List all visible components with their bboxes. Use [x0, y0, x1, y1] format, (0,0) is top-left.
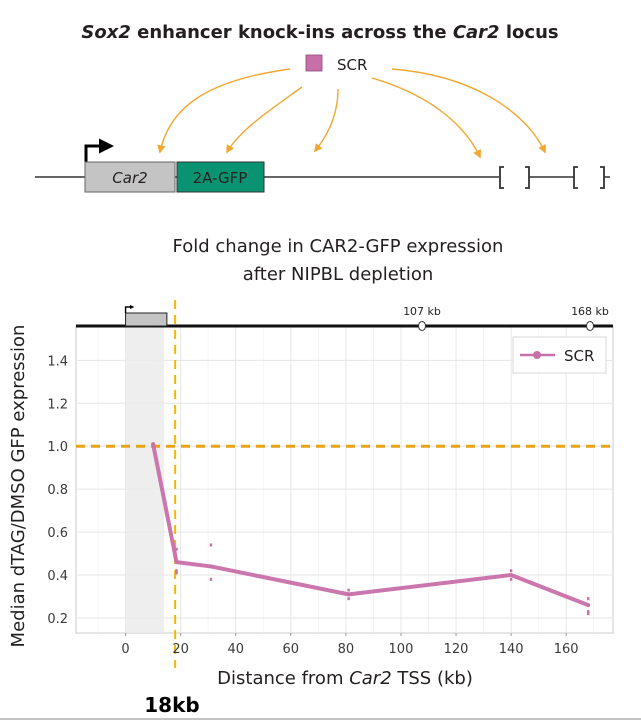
y-axis-label: Median dTAG/DMSO GFP expression [8, 325, 29, 648]
replicate-point [587, 612, 590, 616]
x-tick-label: 0 [121, 642, 129, 657]
car2-gene-label: Car2 [112, 169, 147, 187]
tss-shaded-band [125, 326, 165, 633]
bracket-open [499, 166, 504, 189]
insertion-arrow [391, 68, 546, 154]
data-point [175, 560, 179, 564]
title-part: locus [500, 22, 559, 43]
y-tick-label: 1.0 [47, 440, 68, 455]
chart-title: Fold change in CAR2-GFP expression [173, 236, 504, 257]
legend-label-scr: SCR [564, 347, 594, 365]
xlabel-part: TSS (kb) [392, 668, 473, 689]
x-tick-label: 40 [227, 642, 244, 657]
shaded-region [125, 326, 165, 633]
locus-gap [574, 165, 604, 189]
title-part: enhancer knock-ins across the [131, 22, 453, 43]
replicate-point [509, 569, 513, 573]
insertion-arrow [313, 88, 339, 153]
car2-gene-box [84, 161, 176, 193]
replicate-point [347, 588, 350, 592]
tss-arrow-icon [84, 138, 114, 162]
data-point [347, 592, 351, 596]
series-line-scr [151, 442, 591, 608]
replicate-point [175, 569, 178, 573]
replicate-points [175, 543, 590, 616]
gene-track-break-marker [418, 321, 426, 331]
y-tick-label: 1.4 [47, 354, 68, 369]
gene-track-marker-label: 168 kb [571, 305, 609, 318]
gene-track-break-marker [586, 321, 594, 331]
data-point [209, 564, 213, 568]
x-tick-label: 60 [283, 642, 300, 657]
chart-legend: SCR [512, 336, 607, 374]
scr-legend-label: SCR [337, 56, 367, 74]
gene-track: 107 kb 168 kb [76, 304, 613, 331]
scr-legend-swatch [305, 54, 323, 72]
y-tick-label: 0.2 [47, 612, 68, 627]
data-point [151, 442, 155, 446]
insertion-arrow [226, 86, 303, 154]
x-tick-label: 120 [444, 642, 469, 657]
replicate-point [175, 547, 178, 551]
y-tick-label: 0.6 [47, 526, 68, 541]
gfp-reporter-label: 2A-GFP [193, 169, 248, 187]
xlabel-part: Distance from [217, 668, 349, 689]
x-tick-label: 160 [554, 642, 579, 657]
replicate-point [209, 577, 213, 581]
x-axis-label: Distance from Car2 TSS (kb) [217, 668, 473, 689]
replicate-point [347, 597, 350, 601]
bracket-close [525, 166, 530, 189]
insertion-arrows [157, 68, 546, 159]
locus-break-brackets [499, 166, 605, 189]
replicate-point [209, 543, 213, 547]
chart-subtitle: after NIPBL depletion [243, 264, 434, 285]
y-tick-label: 0.4 [47, 569, 68, 584]
title-part: Sox2 [81, 22, 130, 43]
data-point [509, 573, 513, 577]
x-tick-label: 20 [172, 642, 189, 657]
series-scr [151, 442, 591, 608]
x-tick-labels: 0 20 40 60 80 100 120 140 160 [121, 633, 579, 657]
insertion-arrow [371, 77, 481, 159]
y-tick-labels: 0.2 0.4 0.6 0.8 1.0 1.2 1.4 [47, 354, 68, 627]
bracket-open [573, 166, 578, 189]
gene-track-car2-box [125, 312, 168, 327]
legend-marker-icon [533, 351, 541, 359]
gene-track-tss-arrow-icon [124, 304, 135, 313]
gfp-reporter-box [176, 161, 265, 193]
replicate-point [509, 577, 513, 581]
diagram-title: Sox2 enhancer knock-ins across the Car2 … [81, 22, 558, 43]
data-point [586, 603, 590, 607]
insertion-arrow [157, 68, 291, 154]
bracket-close [600, 166, 605, 189]
annotation-18kb-label: 18kb [144, 693, 199, 717]
replicate-point [587, 610, 590, 614]
gene-track-marker-label: 107 kb [403, 305, 441, 318]
replicate-point [587, 597, 590, 601]
reference-lines [76, 300, 613, 668]
locus-gap [499, 165, 529, 189]
x-tick-label: 80 [338, 642, 355, 657]
title-part: Car2 [453, 22, 500, 43]
replicate-point [175, 571, 178, 575]
x-tick-label: 100 [389, 642, 414, 657]
y-tick-label: 1.2 [47, 397, 68, 412]
xlabel-part: Car2 [349, 668, 391, 689]
x-tick-label: 140 [499, 642, 524, 657]
y-tick-label: 0.8 [47, 483, 68, 498]
